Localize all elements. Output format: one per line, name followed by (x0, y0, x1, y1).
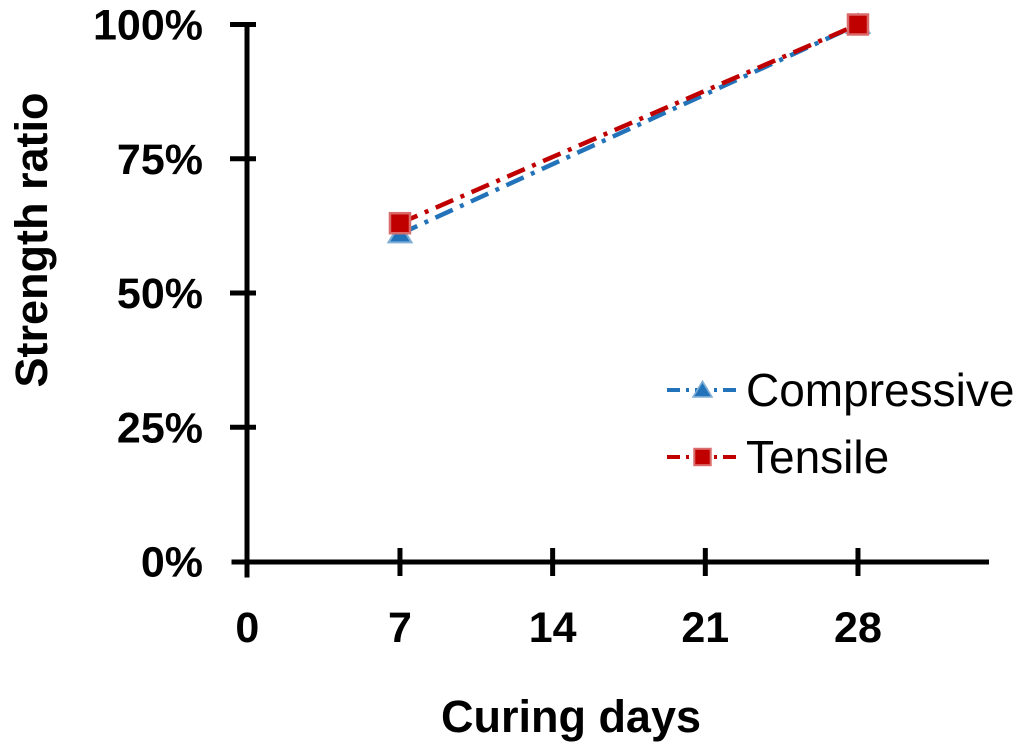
x-tick-label: 14 (529, 604, 577, 652)
y-tick-label: 50% (117, 270, 203, 318)
legend-label-tensile: Tensile (746, 431, 890, 483)
series-line-compressive (399, 22, 859, 236)
legend-tensile-square-marker (693, 447, 712, 467)
y-tick-label: 100% (93, 2, 203, 50)
legend-label-compressive: Compressive (746, 364, 1015, 416)
y-tick-label: 0% (141, 539, 203, 587)
series-tensile-square-marker (846, 13, 870, 36)
x-tick-label: 7 (388, 604, 412, 652)
x-axis-title: Curing days (440, 691, 702, 742)
series-line-tensile (399, 22, 859, 226)
y-axis-title: Strength ratio (6, 92, 57, 388)
x-tick-label: 21 (681, 604, 729, 652)
legend-compressive-triangle-marker (691, 379, 714, 398)
y-tick-label: 75% (117, 136, 203, 184)
x-tick-label: 0 (235, 604, 259, 652)
y-tick-label: 25% (117, 404, 203, 452)
x-tick-label: 28 (834, 604, 882, 652)
series-tensile-square-marker (388, 211, 412, 235)
